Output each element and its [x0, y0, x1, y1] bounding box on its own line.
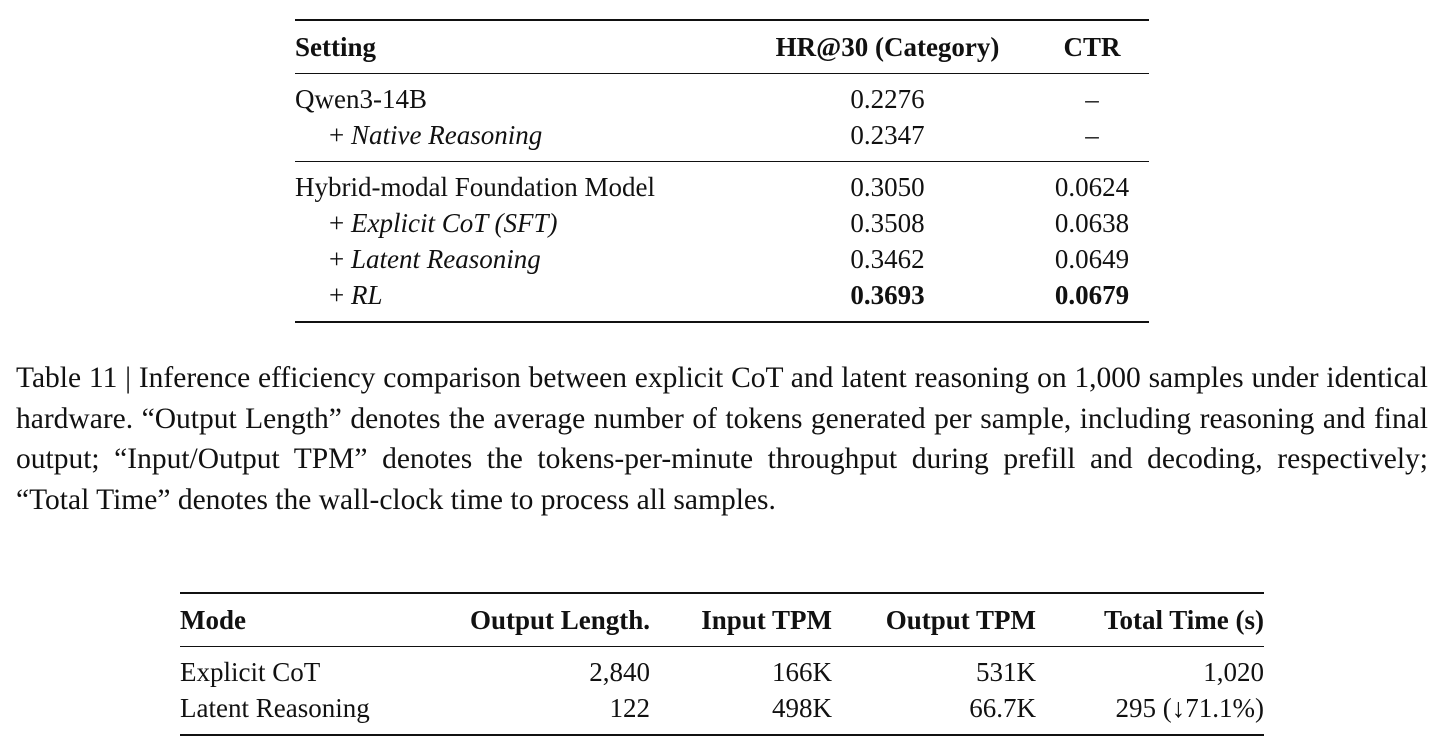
- row-label: + Latent Reasoning: [295, 241, 740, 277]
- row-name: Latent Reasoning: [350, 244, 541, 274]
- cell: 0.0624: [1054, 172, 1130, 202]
- cell: 122: [609, 693, 651, 723]
- row-group: Explicit CoT 2,840 166K 531K 1,020 Latent Rea…: [180, 647, 1264, 735]
- cell: 0.0679: [1054, 280, 1130, 310]
- row-label: Qwen3-14B: [295, 74, 740, 118]
- cell: –: [1085, 84, 1099, 114]
- row-group: Qwen3-14B 0.2276 – + Native Reasoning 0.2347…: [295, 74, 1149, 162]
- column-header: Setting: [295, 32, 376, 62]
- column-header: Input TPM: [701, 605, 832, 635]
- efficiency-table: Mode Output Length. Input TPM Output TPM Tot…: [180, 592, 1264, 736]
- cell: 2,840: [589, 657, 650, 687]
- table-row: Qwen3-14B 0.2276 –: [295, 74, 1149, 118]
- table-row: + Native Reasoning 0.2347 –: [295, 117, 1149, 162]
- row-label: + RL: [295, 277, 740, 322]
- cell: 0.3462: [850, 244, 925, 274]
- cell: 1,020: [1203, 657, 1264, 687]
- cell: 498K: [772, 693, 832, 723]
- results-table: Setting HR@30 (Category) CTR Qwen3-14B 0.227…: [295, 19, 1149, 323]
- row-label: Hybrid-modal Foundation Model: [295, 162, 740, 206]
- cell: 0.3693: [850, 280, 925, 310]
- row-label: + Explicit CoT (SFT): [295, 205, 740, 241]
- column-header: Output Length.: [469, 605, 650, 635]
- cell: 0.2276: [850, 84, 925, 114]
- row-prefix: +: [329, 280, 345, 310]
- row-prefix: +: [329, 120, 345, 150]
- table-row: Hybrid-modal Foundation Model 0.3050 0.062…: [295, 162, 1149, 206]
- column-header: HR@30 (Category): [775, 32, 1000, 62]
- table-header: Setting HR@30 (Category) CTR: [295, 20, 1149, 74]
- row-name: Qwen3-14B: [295, 84, 427, 114]
- cell: 531K: [976, 657, 1036, 687]
- cell: 0.3050: [850, 172, 925, 202]
- column-header: Total Time (s): [1103, 605, 1264, 635]
- row-label: Explicit CoT: [180, 657, 321, 687]
- row-label: Latent Reasoning: [180, 693, 370, 723]
- header-row: Setting HR@30 (Category) CTR: [295, 20, 1149, 74]
- cell: 295 (↓71.1%): [1115, 693, 1264, 723]
- row-label: + Native Reasoning: [295, 117, 740, 162]
- cell: 0.3508: [850, 208, 925, 238]
- cell: 0.0649: [1054, 244, 1130, 274]
- table-caption: Table 11 | Inference efficiency comparis…: [16, 362, 1428, 516]
- cell: 166K: [772, 657, 832, 687]
- row-group: Hybrid-modal Foundation Model 0.3050 0.062…: [295, 161, 1149, 322]
- row-name: Hybrid-modal Foundation Model: [295, 172, 655, 202]
- header-row: Mode Output Length. Input TPM Output TPM Tot…: [180, 593, 1264, 647]
- cell: 66.7K: [969, 693, 1036, 723]
- cell: –: [1085, 120, 1099, 150]
- table-row: + RL 0.3693 0.0679: [295, 277, 1149, 322]
- row-name: Explicit CoT (SFT): [350, 208, 558, 238]
- row-prefix: +: [329, 208, 345, 238]
- column-header: CTR: [1063, 32, 1121, 62]
- table-row: + Latent Reasoning 0.3462 0.0649: [295, 241, 1149, 277]
- cell: 0.0638: [1054, 208, 1130, 238]
- row-prefix: +: [329, 244, 345, 274]
- row-name: RL: [350, 280, 383, 310]
- row-name: Native Reasoning: [350, 120, 543, 150]
- table-header: Mode Output Length. Input TPM Output TPM Tot…: [180, 593, 1264, 647]
- column-header: Mode: [180, 605, 246, 635]
- table-row: Latent Reasoning 122 498K 66.7K 295 (↓71.1%): [180, 690, 1264, 735]
- column-header: Output TPM: [885, 605, 1036, 635]
- table-row: + Explicit CoT (SFT) 0.3508 0.0638: [295, 205, 1149, 241]
- table-row: Explicit CoT 2,840 166K 531K 1,020: [180, 647, 1264, 691]
- cell: 0.2347: [850, 120, 925, 150]
